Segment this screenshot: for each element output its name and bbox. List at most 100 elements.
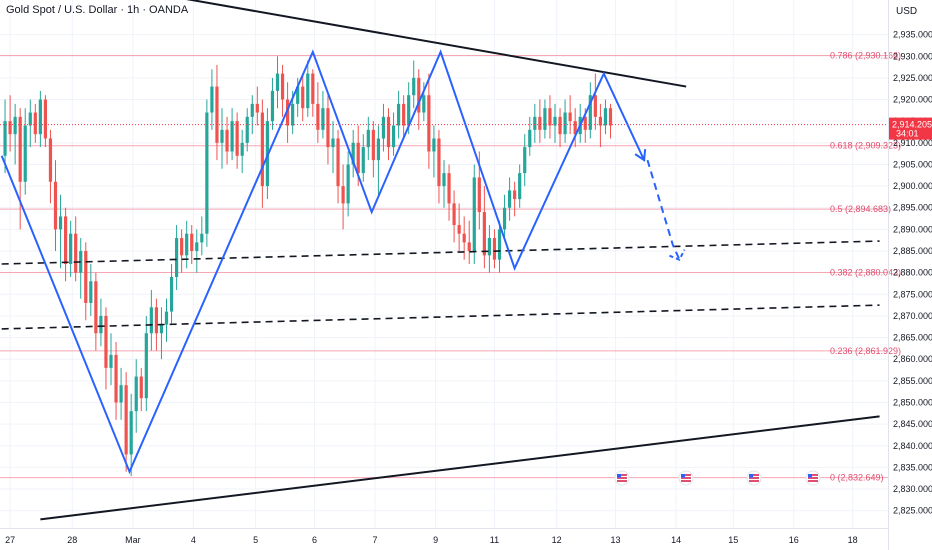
x-tick-label: 27 (5, 535, 15, 545)
candle-body (361, 147, 365, 174)
candle-body (180, 238, 184, 256)
candle (270, 77, 275, 130)
candle (114, 341, 118, 420)
y-tick-label: 2,845.000 (893, 419, 932, 429)
chart-title: Gold Spot / U.S. Dollar · 1h · OANDA (6, 4, 189, 16)
candle (18, 108, 22, 230)
x-tick-label: 13 (611, 535, 621, 545)
candle (13, 103, 17, 165)
candle (69, 220, 73, 277)
candle (139, 367, 143, 412)
candle-body (533, 116, 537, 130)
candle (159, 307, 164, 360)
y-tick-label: 2,840.000 (893, 441, 932, 451)
candle (467, 220, 471, 264)
y-tick-label: 2,905.000 (893, 159, 932, 169)
candle (235, 112, 239, 169)
candle-body (63, 216, 68, 264)
candle (195, 229, 199, 273)
y-tick-label: 2,925.000 (893, 73, 932, 83)
dashed-trendline (1, 240, 880, 265)
fib-level-label: 0.382 (2,880.043) (830, 267, 901, 277)
y-tick-label: 2,830.000 (893, 484, 932, 494)
time-axis[interactable]: 27 28 Mar 4 5 6 7 9 11 12 13 14 15 16 18 (5, 535, 858, 545)
candle (326, 95, 330, 165)
fibonacci-levels: 0.786 (2,930.166) 0.618 (2,909.323) 0.5 (2… (0, 51, 901, 483)
candle (497, 220, 502, 273)
fib-level-label: 0.236 (2,861.929) (830, 346, 901, 356)
price-axis[interactable]: 2,825.000 2,830.000 2,835.000 2,840.000 2,84… (893, 30, 932, 516)
pattern-path (0, 49, 686, 475)
candle (185, 220, 189, 269)
y-tick-label: 2,900.000 (893, 181, 932, 191)
candle-body (159, 324, 164, 334)
candle (84, 242, 88, 321)
candle (437, 129, 441, 204)
flag-stripes (808, 474, 818, 482)
y-tick-label: 2,855.000 (893, 376, 932, 386)
candle-body (169, 276, 174, 312)
candle-body (507, 190, 512, 208)
candle (603, 99, 608, 135)
candle-body (396, 103, 401, 126)
candle (351, 129, 355, 178)
x-tick-label: 7 (373, 535, 378, 545)
candle (280, 64, 285, 117)
candle (301, 73, 305, 122)
trendline (40, 415, 880, 521)
candle (164, 298, 169, 342)
candle (442, 160, 446, 208)
candle (109, 333, 113, 386)
candle (53, 160, 58, 252)
y-tick-label: 2,870.000 (893, 311, 932, 321)
candle (245, 108, 249, 152)
candle-body (487, 238, 492, 256)
y-tick-label: 2,930.000 (893, 51, 932, 61)
y-tick-label: 2,885.000 (893, 246, 932, 256)
candle-body (260, 112, 264, 187)
candle-body (149, 307, 153, 334)
candle-body (386, 116, 391, 148)
candle-body (376, 138, 381, 161)
us-flag-icon (746, 470, 762, 486)
candle-body (235, 121, 239, 156)
candle (593, 73, 597, 130)
candle (43, 95, 48, 148)
y-tick-label: 2,880.000 (893, 268, 932, 278)
candle (79, 238, 83, 299)
candle (250, 95, 254, 135)
candle (8, 95, 12, 152)
candle (487, 225, 492, 273)
trendline (186, 0, 687, 88)
candle (190, 225, 194, 264)
x-tick-label: 5 (253, 535, 258, 545)
us-flag-icon (805, 470, 821, 486)
x-tick-label: 28 (67, 535, 77, 545)
candle-body (513, 190, 517, 200)
candle (220, 108, 224, 169)
candle-body (331, 138, 335, 148)
candle-body (280, 73, 285, 100)
candle-body (568, 112, 572, 122)
candle-body (38, 99, 42, 135)
candle-body (341, 186, 345, 204)
x-tick-label: 16 (789, 535, 799, 545)
candle-body (250, 103, 254, 117)
candle (3, 99, 7, 174)
candle (432, 125, 436, 178)
candle (568, 95, 572, 135)
flag-stripes (749, 474, 759, 482)
candle (427, 73, 431, 169)
candle-body (417, 77, 421, 113)
y-tick-label: 2,895.000 (893, 203, 932, 213)
candle-body (538, 116, 542, 130)
candle (376, 125, 381, 195)
candle-body (13, 116, 17, 135)
fib-level-label: 0.618 (2,909.323) (830, 141, 901, 151)
candle (538, 99, 542, 143)
candle (316, 82, 320, 143)
currency-label: USD (896, 6, 918, 17)
candle (94, 272, 98, 351)
